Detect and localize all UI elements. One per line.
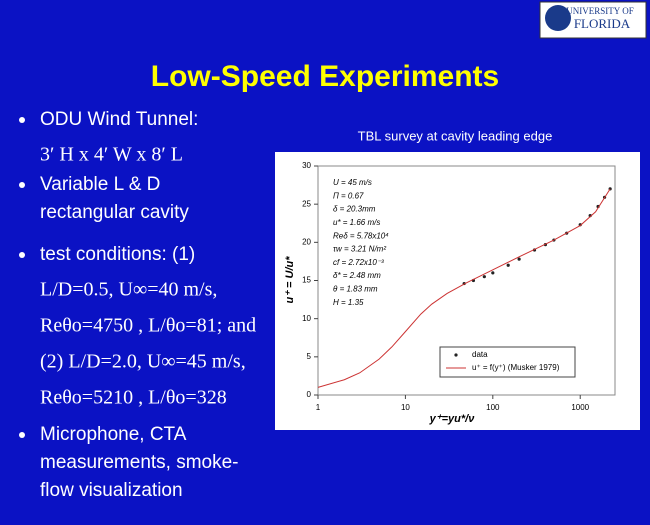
- chart-title: TBL survey at cavity leading edge: [358, 128, 553, 143]
- legend-box: [439, 346, 576, 378]
- x-tick-label: 1: [316, 403, 321, 412]
- logo-seal: [545, 5, 571, 31]
- y-tick-label: 0: [307, 390, 312, 399]
- annotation: δ = 20.3mm: [333, 205, 376, 214]
- bullet-text: flow visualization: [40, 480, 183, 501]
- y-tick-label: 25: [302, 199, 311, 208]
- bullet-text: test conditions: (1): [40, 244, 195, 265]
- bullet-text: 3′ H x 4′ W x 8′ L: [40, 144, 183, 166]
- chart: 0 5 10 15 20 25 30 1 10 100 1000 y⁺=yu*/ν u⁺ = U/u* U…: [284, 161, 616, 425]
- legend: data u⁺ = f(y⁺) (Musker 1979): [439, 346, 576, 378]
- logo-text: FLORIDA: [574, 16, 631, 31]
- y-tick-label: 10: [302, 314, 311, 323]
- legend-label: u⁺ = f(y⁺) (Musker 1979): [472, 363, 560, 372]
- bullet-text: ODU Wind Tunnel:: [40, 109, 198, 130]
- y-tick-label: 5: [307, 352, 312, 361]
- bullet-text: Microphone, CTA: [40, 424, 187, 445]
- bullet-text: Reθo=5210 , L/θo=328: [40, 387, 227, 409]
- annotation: θ = 1.83 mm: [333, 285, 378, 294]
- bullet: [19, 252, 25, 258]
- annotation: δ* = 2.48 mm: [333, 271, 381, 280]
- bullet: [19, 432, 25, 438]
- annotation: Π = 0.67: [333, 191, 364, 200]
- legend-swatch: [454, 353, 458, 357]
- data-point: [506, 263, 510, 267]
- y-tick-label: 30: [302, 161, 311, 170]
- legend-label: data: [472, 350, 488, 359]
- y-axis-label: u⁺ = U/u*: [284, 256, 296, 304]
- chart-panel: [275, 152, 640, 430]
- data-line: [317, 188, 611, 388]
- y-tick-label: 20: [302, 237, 311, 246]
- annotation: u* = 1.66 m/s: [333, 218, 380, 227]
- data-point: [482, 275, 486, 279]
- slide-title: Low-Speed Experiments: [151, 60, 499, 93]
- logo-text: UNIVERSITY OF: [566, 6, 633, 16]
- annotation: Reδ = 5.78x10⁴: [333, 231, 389, 240]
- data-point: [491, 271, 495, 275]
- annotation: U = 45 m/s: [333, 178, 372, 187]
- bullet-text: measurements, smoke-: [40, 452, 239, 473]
- bullet-text: (2) L/D=2.0, U∞=45 m/s,: [40, 351, 246, 373]
- bullet-list: ODU Wind Tunnel: 3′ H x 4′ W x 8′ L Variab…: [19, 109, 256, 501]
- bullet: [19, 117, 25, 123]
- annotation: τw = 3.21 N/m²: [333, 245, 386, 254]
- bullet-text: rectangular cavity: [40, 202, 189, 223]
- bullet-text: L/D=0.5, U∞=40 m/s,: [40, 279, 217, 301]
- bullet-text: Variable L & D: [40, 174, 160, 195]
- x-tick-label: 100: [486, 403, 500, 412]
- x-tick-label: 10: [401, 403, 410, 412]
- x-axis-label: y⁺=yu*/ν: [429, 413, 476, 425]
- y-tick-label: 15: [302, 276, 311, 285]
- x-tick-label: 1000: [571, 403, 589, 412]
- bullet: [19, 182, 25, 188]
- data-point: [517, 257, 521, 261]
- annotation: cf = 2.72x10⁻³: [333, 258, 384, 267]
- annotation: H = 1.35: [333, 298, 364, 307]
- bullet-text: Reθo=4750 , L/θo=81; and: [40, 315, 256, 337]
